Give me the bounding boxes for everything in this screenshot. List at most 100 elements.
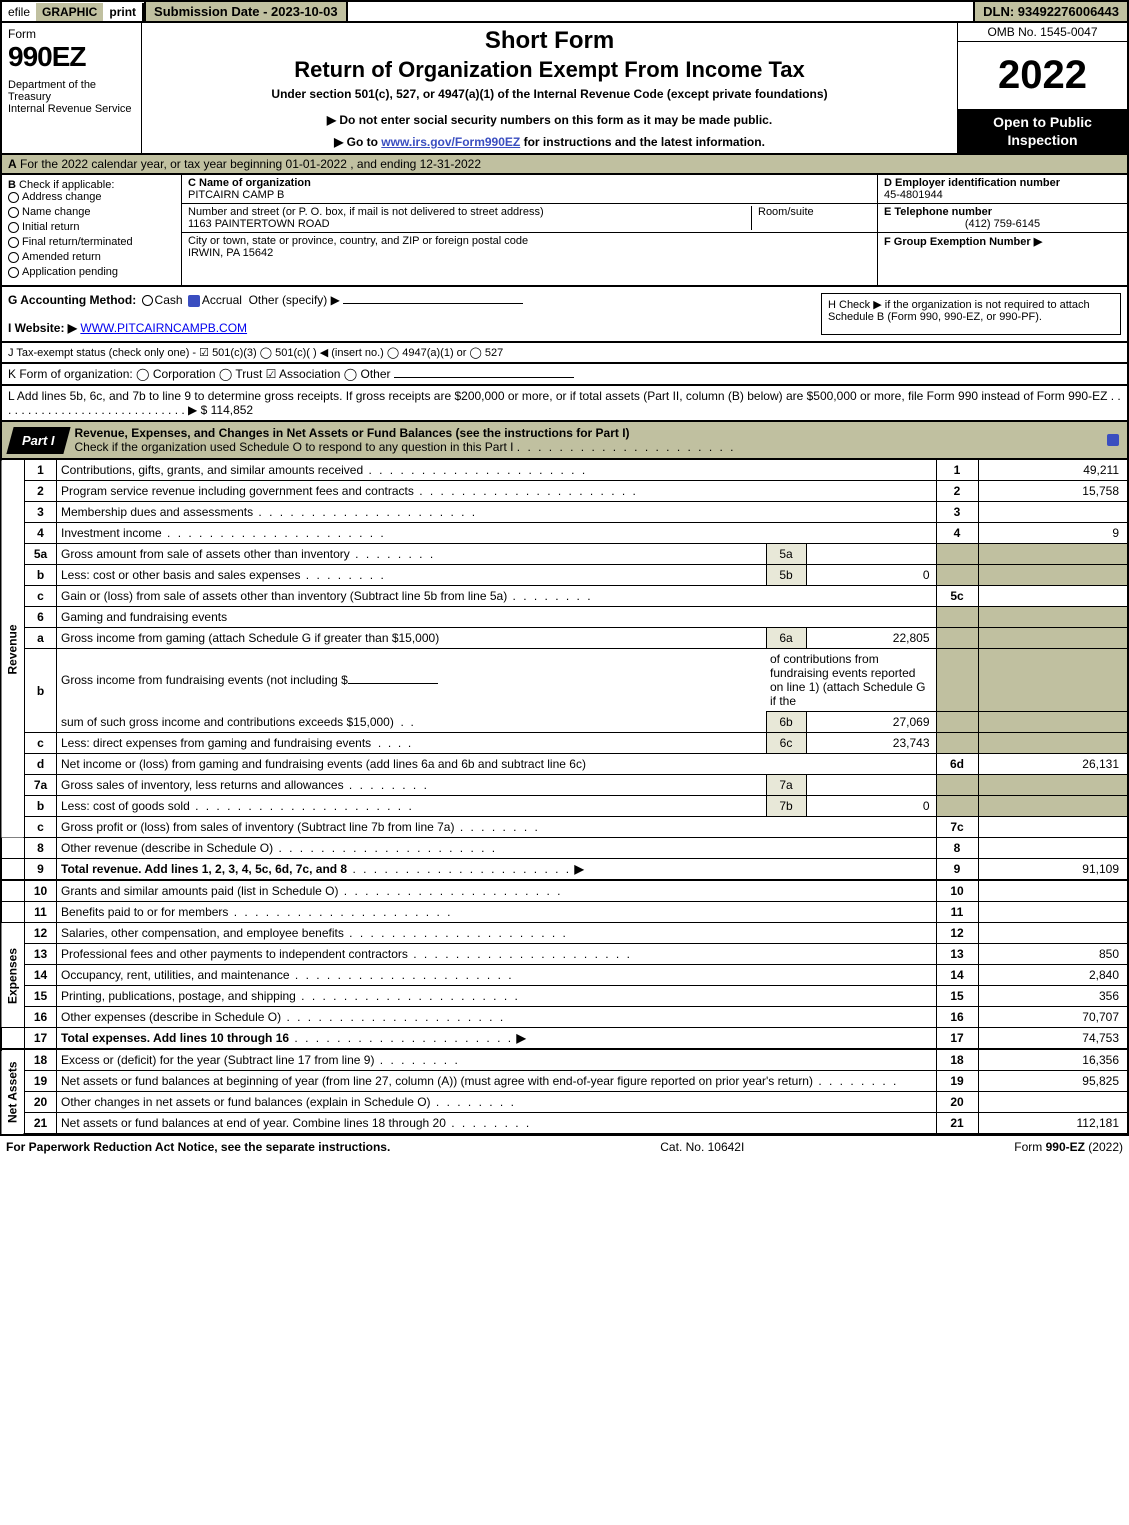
ln-box: 16	[936, 1007, 978, 1028]
ln-amount	[978, 923, 1128, 944]
checkbox-icon	[8, 207, 19, 218]
part-sub: Check if the organization used Schedule …	[75, 440, 514, 454]
org-name: PITCAIRN CAMP B	[188, 189, 871, 201]
footer-form-post: (2022)	[1085, 1140, 1123, 1154]
ln-amount: 91,109	[978, 859, 1128, 881]
b-opt-address[interactable]: Address change	[8, 191, 175, 203]
mini-box: 6a	[766, 628, 806, 649]
c-addr-label: Number and street (or P. O. box, if mail…	[188, 206, 751, 218]
dots	[408, 947, 632, 961]
line-8: 8 Other revenue (describe in Schedule O)…	[1, 838, 1128, 859]
line-18: Net Assets 18 Excess or (deficit) for th…	[1, 1050, 1128, 1071]
line-7c: c Gross profit or (loss) from sales of i…	[1, 817, 1128, 838]
mini-box: 7b	[766, 796, 806, 817]
mini-box: 6b	[766, 712, 806, 733]
arrow-icon: ▶	[516, 1031, 525, 1045]
ein-label: D Employer identification number	[884, 177, 1060, 189]
checkbox-checked-icon[interactable]	[188, 295, 200, 307]
line-7a: 7a Gross sales of inventory, less return…	[1, 775, 1128, 796]
line-6b: b Gross income from fundraising events (…	[1, 649, 1128, 712]
ln-desc: Grants and similar amounts paid (list in…	[57, 881, 937, 902]
mini-amount	[806, 544, 936, 565]
c-addr-row: Number and street (or P. O. box, if mail…	[182, 204, 877, 233]
ln-num: 20	[25, 1092, 57, 1113]
part-tab-text: Part I	[22, 433, 55, 448]
ln-desc: Less: cost of goods sold	[57, 796, 767, 817]
side-blank	[1, 859, 25, 881]
ln-amount-grey	[978, 649, 1128, 712]
ln-num: 21	[25, 1113, 57, 1135]
ln-desc: Contributions, gifts, grants, and simila…	[57, 460, 937, 481]
ln-num: 12	[25, 923, 57, 944]
ln-box: 20	[936, 1092, 978, 1113]
form-number: 990EZ	[8, 41, 135, 73]
side-blank	[1, 1028, 25, 1050]
footer-form-no: 990-EZ	[1046, 1140, 1085, 1154]
ln-num: 7a	[25, 775, 57, 796]
dots	[300, 568, 385, 582]
title-return: Return of Organization Exempt From Incom…	[150, 57, 949, 83]
mini-amount: 27,069	[806, 712, 936, 733]
mini-box: 6c	[766, 733, 806, 754]
ln-amount: 49,211	[978, 460, 1128, 481]
b-opt-final[interactable]: Final return/terminated	[8, 236, 175, 248]
side-expenses: Expenses	[1, 923, 25, 1028]
b-opt-initial[interactable]: Initial return	[8, 221, 175, 233]
line-5b: b Less: cost or other basis and sales ex…	[1, 565, 1128, 586]
ln-desc: Printing, publications, postage, and shi…	[57, 986, 937, 1007]
ln-box-grey	[936, 712, 978, 733]
mini-amount	[806, 775, 936, 796]
footer-catno: Cat. No. 10642I	[390, 1140, 1014, 1154]
mini-amount: 23,743	[806, 733, 936, 754]
b-opt-name[interactable]: Name change	[8, 206, 175, 218]
ln-box: 12	[936, 923, 978, 944]
checkbox-icon	[8, 237, 19, 248]
ln-box: 15	[936, 986, 978, 1007]
b-opt-pending[interactable]: Application pending	[8, 266, 175, 278]
line-5c: c Gain or (loss) from sale of assets oth…	[1, 586, 1128, 607]
part-i-header: Part I Revenue, Expenses, and Changes in…	[0, 422, 1129, 460]
ln-num: 16	[25, 1007, 57, 1028]
goto-pre: ▶ Go to	[334, 135, 381, 149]
ln-box: 21	[936, 1113, 978, 1135]
section-g: G Accounting Method: Cash Accrual Other …	[8, 293, 821, 335]
ln-desc-cont: of contributions from fundraising events…	[766, 649, 936, 712]
e-telephone: E Telephone number (412) 759-6145	[878, 204, 1127, 233]
print-button[interactable]: print	[103, 3, 144, 21]
subtitle-ssn: ▶ Do not enter social security numbers o…	[150, 113, 949, 127]
b-opt-amended[interactable]: Amended return	[8, 251, 175, 263]
b-opt-label: Initial return	[22, 221, 79, 233]
ln-amount: 26,131	[978, 754, 1128, 775]
checkbox-icon[interactable]	[142, 295, 153, 306]
tel-value: (412) 759-6145	[884, 218, 1121, 230]
ln-num: a	[25, 628, 57, 649]
j-text: J Tax-exempt status (check only one) - ☑…	[8, 347, 503, 359]
goto-post: for instructions and the latest informat…	[520, 135, 765, 149]
row-l: L Add lines 5b, 6c, and 7b to line 9 to …	[0, 386, 1129, 422]
ein-value: 45-4801944	[884, 189, 943, 201]
dots	[344, 778, 429, 792]
ln-box: 11	[936, 902, 978, 923]
line-5a: 5a Gross amount from sale of assets othe…	[1, 544, 1128, 565]
open-public: Open to Public Inspection	[958, 109, 1127, 153]
ln-desc: Other revenue (describe in Schedule O)	[57, 838, 937, 859]
ln-num: c	[25, 586, 57, 607]
line-6c: c Less: direct expenses from gaming and …	[1, 733, 1128, 754]
dots	[454, 820, 539, 834]
ln-box-grey	[936, 544, 978, 565]
revenue-table: Revenue 1 Contributions, gifts, grants, …	[0, 460, 1129, 881]
line-6a: a Gross income from gaming (attach Sched…	[1, 628, 1128, 649]
checkbox-icon	[8, 252, 19, 263]
ln-amount: 70,707	[978, 1007, 1128, 1028]
website-link[interactable]: WWW.PITCAIRNCAMPB.COM	[80, 321, 247, 335]
ln-desc: Investment income	[57, 523, 937, 544]
b-text: Check if applicable:	[19, 179, 114, 191]
header-left: Form 990EZ Department of the Treasury In…	[2, 23, 142, 153]
ln-desc: Total expenses. Add lines 10 through 16 …	[57, 1028, 937, 1050]
dots	[253, 505, 477, 519]
ln-num: 6	[25, 607, 57, 628]
irs-link[interactable]: www.irs.gov/Form990EZ	[381, 135, 520, 149]
mini-box: 5b	[766, 565, 806, 586]
checkbox-checked-icon[interactable]	[1107, 434, 1119, 446]
ln-box: 6d	[936, 754, 978, 775]
